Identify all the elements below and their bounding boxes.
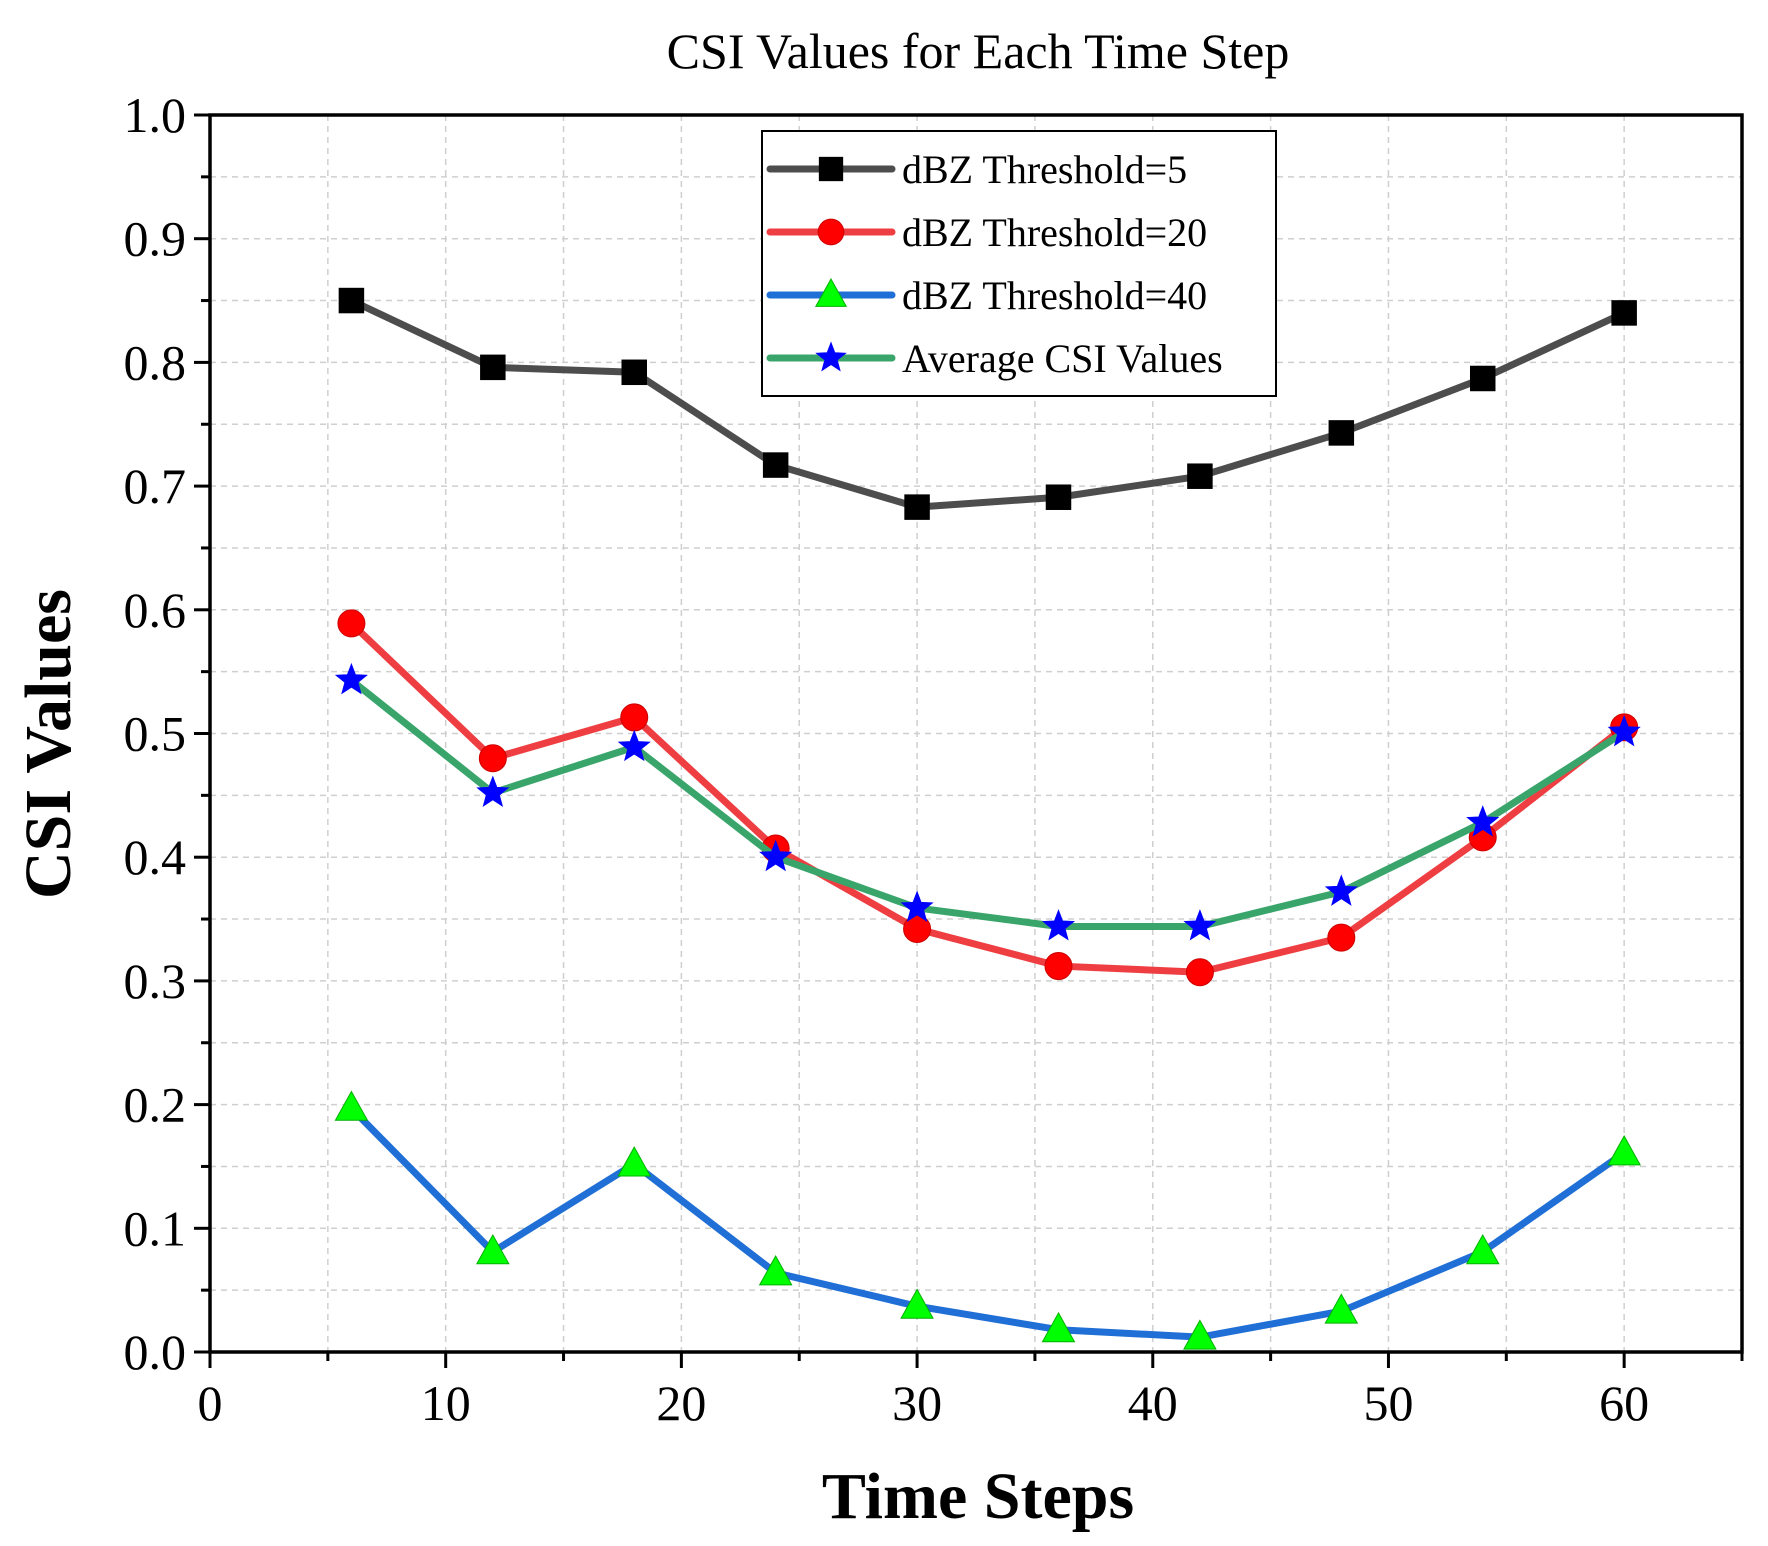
y-tick-label: 0.3 <box>124 953 187 1009</box>
y-tick-label: 0.4 <box>124 829 187 885</box>
x-axis-title: Time Steps <box>822 1460 1134 1533</box>
y-tick-label: 0.2 <box>124 1077 187 1133</box>
x-tick-label: 10 <box>421 1375 471 1431</box>
y-axis-title: CSI Values <box>12 589 85 899</box>
x-tick-label: 60 <box>1599 1375 1649 1431</box>
data-point <box>337 609 366 638</box>
legend-item: dBZ Threshold=40 <box>766 273 1207 318</box>
legend-label: Average CSI Values <box>902 336 1223 381</box>
y-tick-label: 0.6 <box>124 582 187 638</box>
data-point <box>334 1090 369 1121</box>
data-point <box>900 1288 934 1319</box>
data-point <box>475 1233 510 1265</box>
series-line <box>347 1104 1628 1341</box>
data-point <box>904 494 930 520</box>
y-tick-label: 0.5 <box>124 706 187 762</box>
series-layer <box>334 287 1642 1350</box>
data-point <box>1324 1293 1359 1324</box>
data-point <box>1611 300 1637 326</box>
data-point <box>1607 714 1641 747</box>
data-point <box>762 452 789 478</box>
data-point <box>1185 958 1214 987</box>
series-4 <box>334 662 1641 941</box>
legend-marker <box>814 278 848 307</box>
data-point <box>900 890 934 922</box>
legend-box <box>761 130 1277 397</box>
data-point <box>1041 909 1076 941</box>
data-point <box>903 914 932 943</box>
y-tick-label: 0.7 <box>124 458 187 514</box>
legend-item: Average CSI Values <box>766 336 1223 381</box>
data-point <box>1328 420 1355 446</box>
y-tick-label: 0.8 <box>124 334 187 390</box>
data-point <box>334 662 368 695</box>
series-1 <box>338 287 1637 520</box>
data-point <box>1183 909 1217 941</box>
axes-layer: 0 10 20 30 40 50 60 0.0 0.1 0.2 0.3 0.4 0.5 0.6 0.7 0.8… <box>124 87 1744 1431</box>
y-tick-label: 0.1 <box>124 1200 187 1256</box>
data-point <box>759 839 793 872</box>
data-point <box>476 775 510 807</box>
legend-item: dBZ Threshold=5 <box>766 147 1187 192</box>
series-line <box>347 676 1628 930</box>
legend-marker <box>815 341 847 372</box>
data-point <box>1187 463 1213 489</box>
data-point <box>1183 1319 1217 1350</box>
x-tick-label: 0 <box>198 1375 223 1431</box>
legend-label: dBZ Threshold=40 <box>902 273 1207 318</box>
data-point <box>478 744 507 773</box>
data-point <box>617 1146 652 1177</box>
legend-marker <box>818 156 844 182</box>
data-point <box>1041 1311 1076 1343</box>
grid-layer <box>210 115 1742 1352</box>
data-point <box>620 703 649 732</box>
x-tick-label: 20 <box>656 1375 706 1431</box>
legend-label: dBZ Threshold=5 <box>902 147 1187 192</box>
x-tick-label: 40 <box>1128 1375 1178 1431</box>
data-point <box>758 1255 793 1286</box>
series-3 <box>334 1090 1642 1350</box>
data-point <box>338 287 365 314</box>
series-line <box>347 619 1628 976</box>
legend-marker <box>817 218 845 246</box>
legend-label: dBZ Threshold=20 <box>902 210 1207 255</box>
legend: dBZ Threshold=5 dBZ Threshold=20 dBZ Thres… <box>761 130 1277 397</box>
data-point <box>1324 874 1358 906</box>
data-point <box>621 359 647 386</box>
chart-title: CSI Values for Each Time Step <box>667 23 1290 79</box>
data-point <box>1466 805 1500 837</box>
series-line <box>347 297 1628 511</box>
x-tick-label: 50 <box>1363 1375 1413 1431</box>
data-point <box>1465 1233 1500 1265</box>
legend-item: dBZ Threshold=20 <box>766 210 1207 255</box>
data-point <box>480 354 506 381</box>
data-point <box>617 729 651 762</box>
y-tick-label: 0.9 <box>124 211 187 267</box>
data-point <box>1044 952 1073 981</box>
y-tick-label: 1.0 <box>124 87 187 143</box>
data-point <box>1327 923 1356 952</box>
y-tick-label: 0.0 <box>124 1324 187 1380</box>
x-tick-label: 30 <box>892 1375 942 1431</box>
data-point <box>1607 1135 1642 1166</box>
data-point <box>1469 365 1496 392</box>
data-point <box>1045 484 1072 510</box>
